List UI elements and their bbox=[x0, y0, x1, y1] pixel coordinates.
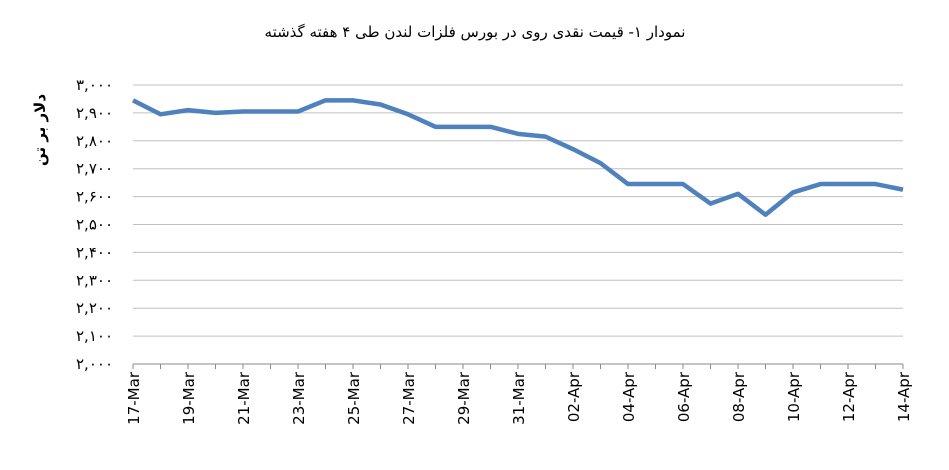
x-tick-label: 23-Mar bbox=[290, 371, 308, 425]
x-tick-label: 17-Mar bbox=[125, 371, 143, 425]
y-tick-label: ۳,۰۰۰ bbox=[76, 76, 113, 94]
x-tick-label: 31-Mar bbox=[510, 371, 528, 425]
y-tick-label: ۲,۲۰۰ bbox=[76, 299, 113, 317]
x-tick-label: 29-Mar bbox=[455, 371, 473, 425]
y-tick-label: ۲,۳۰۰ bbox=[76, 271, 113, 289]
x-tick-label: 02-Apr bbox=[565, 371, 583, 422]
x-tick-label: 06-Apr bbox=[675, 371, 693, 422]
y-tick-label: ۲,۵۰۰ bbox=[76, 216, 113, 234]
x-tick-label: 19-Mar bbox=[180, 371, 198, 425]
x-tick-label: 21-Mar bbox=[235, 371, 253, 425]
y-tick-label: ۲,۰۰۰ bbox=[76, 355, 113, 373]
y-tick-label: ۲,۷۰۰ bbox=[76, 160, 113, 178]
x-tick-label: 25-Mar bbox=[345, 371, 363, 425]
x-tick-label: 08-Apr bbox=[730, 371, 748, 422]
y-tick-label: ۲,۸۰۰ bbox=[76, 132, 113, 150]
y-axis-label: دلار بر تن bbox=[31, 94, 49, 166]
y-tick-label: ۲,۹۰۰ bbox=[76, 104, 113, 122]
x-tick-label: 12-Apr bbox=[840, 371, 858, 422]
y-tick-label: ۲,۶۰۰ bbox=[76, 188, 113, 206]
data-line bbox=[131, 98, 904, 217]
chart-title: نمودار ۱- قیمت نقدی روی در بورس فلزات لن… bbox=[265, 23, 686, 41]
y-tick-label: ۲,۱۰۰ bbox=[76, 327, 113, 345]
x-tick-label: 04-Apr bbox=[620, 371, 638, 422]
x-tick-label: 14-Apr bbox=[895, 371, 913, 422]
y-tick-label: ۲,۴۰۰ bbox=[76, 243, 113, 261]
x-tick-label: 10-Apr bbox=[785, 371, 803, 422]
x-tick-label: 27-Mar bbox=[400, 371, 418, 425]
